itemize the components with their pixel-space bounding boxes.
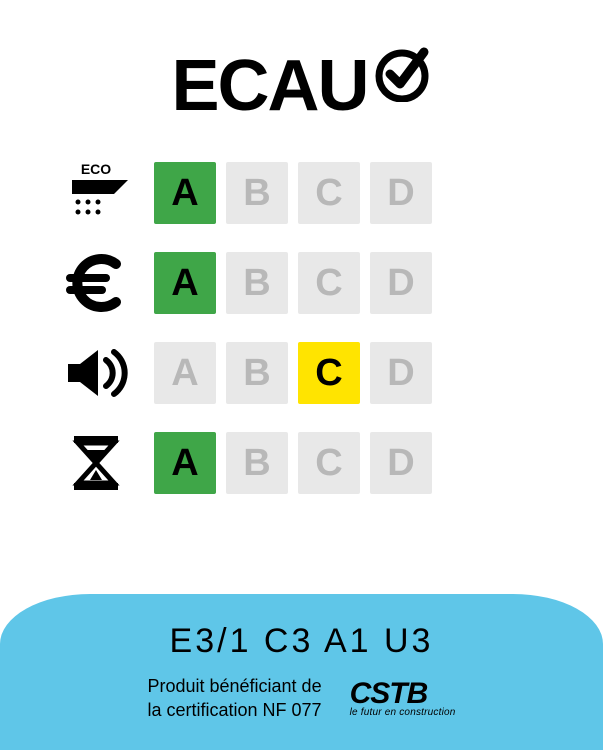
rating-row-cost: A B C D [60,252,543,314]
euro-icon [60,252,132,314]
eco-text-svg: ECO [81,162,111,177]
grade-cell: D [370,252,432,314]
header-logo-area: ECAU [0,0,603,152]
grade-cell: B [226,432,288,494]
grade-cell: C [298,252,360,314]
grade-cell: D [370,342,432,404]
cstb-logo-block: CSTB le futur en construction [350,680,456,718]
grade-cell: D [370,162,432,224]
grade-cell: A [154,342,216,404]
hourglass-icon [60,432,132,494]
certification-line: la certification NF 077 [147,700,321,720]
speaker-icon [60,342,132,404]
footer-bottom-row: Produit bénéficiant de la certification … [40,675,563,722]
shower-eco-icon: ECO [60,162,132,224]
grade-cell: B [226,342,288,404]
rating-row-eco: ECO A B C D [60,162,543,224]
grades-cost: A B C D [154,252,432,314]
grade-cell: A [154,162,216,224]
ratings-table: ECO A B C D A [0,152,603,494]
certification-line: Produit bénéficiant de [147,676,321,696]
checkmark-badge-icon [372,42,432,102]
cstb-logo-text: CSTB [350,680,456,707]
grade-cell: C [298,162,360,224]
grade-cell: C [298,432,360,494]
classification-code: E3/1 C3 A1 U3 [40,622,563,661]
grade-cell: A [154,432,216,494]
grade-cell: D [370,432,432,494]
grade-cell: C [298,342,360,404]
footer-panel: E3/1 C3 A1 U3 Produit bénéficiant de la … [0,594,603,750]
grades-eco: A B C D [154,162,432,224]
rating-row-durability: A B C D [60,432,543,494]
grades-durability: A B C D [154,432,432,494]
grade-cell: B [226,252,288,314]
cstb-tagline: le futur en construction [350,707,456,718]
grade-cell: A [154,252,216,314]
ecau-logo: ECAU [171,50,431,122]
rating-row-noise: A B C D [60,342,543,404]
logo-text: ECAU [171,50,367,122]
grades-noise: A B C D [154,342,432,404]
certification-text: Produit bénéficiant de la certification … [147,675,321,722]
grade-cell: B [226,162,288,224]
